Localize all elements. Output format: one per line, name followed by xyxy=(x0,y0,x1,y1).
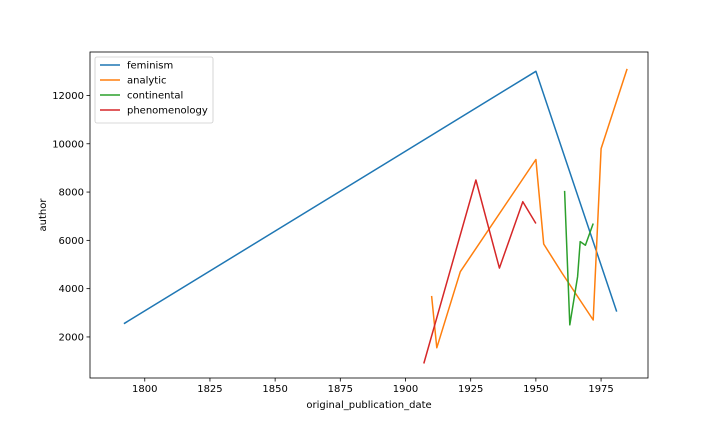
legend-label-continental: continental xyxy=(127,91,183,102)
x-tick-label: 1950 xyxy=(523,384,548,395)
y-tick-label: 12000 xyxy=(52,91,84,102)
x-tick-label: 1925 xyxy=(458,384,483,395)
y-tick-label: 6000 xyxy=(59,236,84,247)
series-line-phenomenology xyxy=(423,179,537,364)
x-tick-label: 1975 xyxy=(588,384,613,395)
x-tick-label: 1900 xyxy=(393,384,418,395)
x-axis-title: original_publication_date xyxy=(306,400,431,411)
series-layer xyxy=(123,68,628,364)
y-tick-label: 10000 xyxy=(52,139,84,150)
plot-area-frame xyxy=(89,51,649,379)
legend-label-feminism: feminism xyxy=(127,61,173,72)
x-tick-label: 1800 xyxy=(132,384,157,395)
y-tick-label: 2000 xyxy=(59,332,84,343)
y-axis-title: author xyxy=(38,198,49,232)
x-tick-label: 1875 xyxy=(328,384,353,395)
x-tick-label: 1850 xyxy=(262,384,287,395)
legend-label-phenomenology: phenomenology xyxy=(127,106,208,117)
legend-box xyxy=(94,56,214,124)
y-tick-label: 8000 xyxy=(59,188,84,199)
legend: feminism analytic continental phenomenology xyxy=(94,56,214,124)
series-line-continental xyxy=(563,190,594,326)
y-axis: 2000 4000 6000 8000 10000 12000 xyxy=(52,91,90,343)
y-tick-label: 4000 xyxy=(59,284,84,295)
x-tick-label: 1825 xyxy=(197,384,222,395)
series-line-analytic xyxy=(430,68,628,349)
x-axis: 1800 1825 1850 1875 1900 1925 1950 1975 xyxy=(132,378,614,395)
legend-label-analytic: analytic xyxy=(127,76,167,87)
